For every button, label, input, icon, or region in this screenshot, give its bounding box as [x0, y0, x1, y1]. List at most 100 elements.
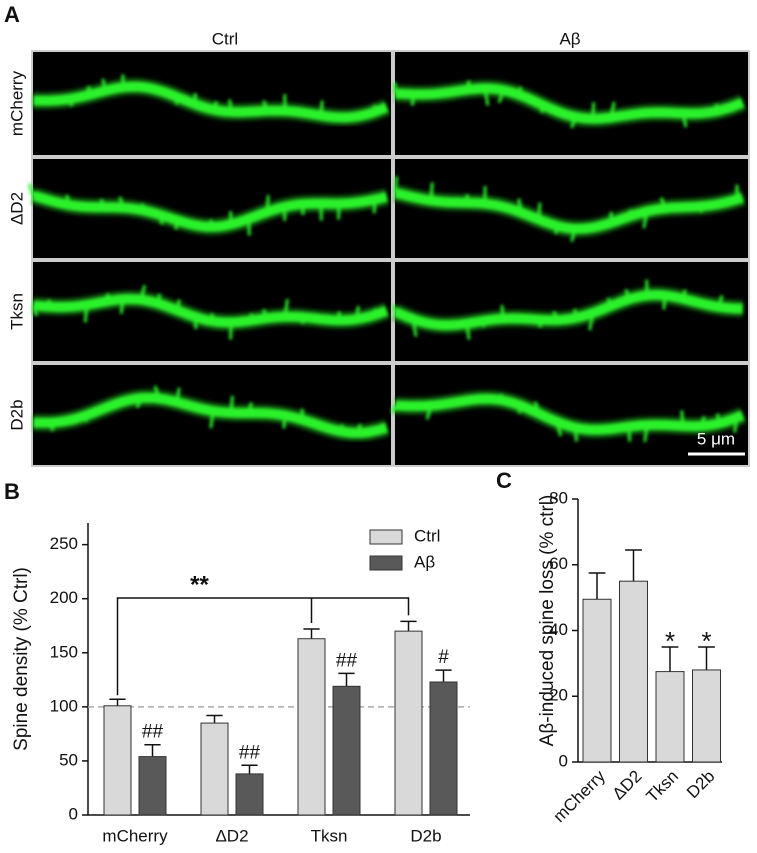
bar	[297, 638, 326, 816]
spine	[714, 103, 721, 112]
spine	[533, 401, 541, 415]
spine	[537, 319, 542, 328]
spine	[733, 417, 739, 433]
spine	[153, 385, 161, 399]
row-label: Tksn	[7, 293, 26, 330]
spine	[139, 203, 145, 211]
scale-bar-label: 5 μm	[697, 429, 735, 448]
significance: ##	[239, 742, 261, 763]
spine	[642, 211, 649, 229]
y-tick-label: 100	[50, 696, 78, 715]
y-tick-label: 200	[50, 588, 78, 607]
dendrite-shaft	[394, 393, 745, 435]
spine	[262, 308, 269, 319]
spine	[262, 100, 269, 112]
y-tick-label: 250	[50, 534, 78, 553]
spine	[372, 199, 377, 214]
spine	[716, 413, 721, 424]
spine	[537, 202, 542, 220]
legend-label: Ctrl	[414, 526, 440, 545]
bar	[655, 671, 685, 763]
spine	[47, 299, 53, 308]
spine	[209, 219, 215, 228]
spine	[624, 288, 631, 300]
spine	[681, 289, 687, 300]
significance: ##	[336, 650, 358, 671]
spine	[210, 313, 215, 322]
spine	[499, 393, 505, 401]
spine	[103, 293, 110, 303]
y-axis-label: Spine density (% Ctrl)	[11, 567, 32, 751]
spine	[390, 405, 397, 414]
spine	[209, 410, 215, 429]
y-tick-label: 0	[69, 804, 78, 823]
spine	[588, 312, 595, 331]
spine	[659, 197, 667, 209]
legend-swatch	[369, 555, 403, 571]
dendrite-shaft	[393, 188, 745, 234]
spine	[211, 100, 219, 111]
spine	[517, 198, 523, 213]
column-label: Aβ	[559, 29, 580, 48]
y-tick-label: 50	[59, 750, 78, 769]
x-tick-label: Tksn	[311, 826, 348, 845]
dendrite-shaft	[32, 293, 389, 328]
bar	[103, 705, 132, 816]
row-label: D2b	[7, 399, 26, 430]
spine	[49, 422, 55, 432]
significance-bracket-label: **	[190, 571, 209, 598]
legend-swatch	[369, 529, 403, 545]
y-tick-label: 0	[559, 751, 568, 770]
spine	[411, 318, 418, 337]
spine	[355, 305, 360, 320]
spine	[193, 316, 198, 330]
dendrite	[391, 279, 744, 340]
spine	[555, 421, 563, 437]
spine	[500, 305, 505, 319]
spine	[465, 80, 471, 91]
spine	[717, 295, 724, 308]
x-tick-label: ΔD2	[215, 826, 248, 845]
spine	[174, 220, 179, 230]
row-label: mCherry	[7, 70, 26, 136]
spine	[465, 323, 471, 340]
significance: *	[665, 626, 675, 656]
y-tick-label: 60	[549, 554, 568, 573]
x-tick-label: D2b	[683, 767, 718, 802]
y-tick-label: 40	[549, 620, 568, 639]
x-tick-label: Tksn	[643, 767, 682, 806]
spine	[643, 424, 649, 442]
bar	[394, 630, 423, 816]
spine	[482, 320, 487, 328]
y-axis-label: Aβ-induced spine loss (% ctrl)	[537, 495, 558, 747]
spine	[282, 415, 287, 429]
spine	[662, 295, 667, 310]
x-tick-label: ΔD2	[609, 767, 646, 804]
dendrite-shaft	[393, 290, 744, 331]
spine	[118, 196, 125, 209]
bar	[332, 685, 361, 816]
dendrite	[390, 389, 747, 442]
dendrite-shaft	[32, 392, 389, 438]
significance: *	[701, 626, 711, 656]
bar	[692, 669, 721, 763]
y-tick-label: 20	[549, 686, 568, 705]
spine	[119, 299, 125, 314]
panel-label: A	[4, 2, 20, 27]
image	[395, 365, 748, 465]
spine	[570, 116, 577, 129]
dendrite	[393, 176, 746, 243]
panel-label: B	[4, 479, 20, 504]
y-tick-label: 80	[549, 488, 568, 507]
micrographs	[27, 50, 750, 467]
spine	[425, 405, 433, 420]
spine	[175, 299, 182, 311]
spine	[552, 310, 559, 321]
spine	[355, 423, 362, 434]
spine	[627, 426, 632, 442]
spine	[67, 98, 74, 107]
dendrite-shaft	[31, 190, 389, 232]
spine	[518, 86, 523, 96]
spine	[265, 195, 270, 213]
dendrite	[32, 74, 391, 127]
